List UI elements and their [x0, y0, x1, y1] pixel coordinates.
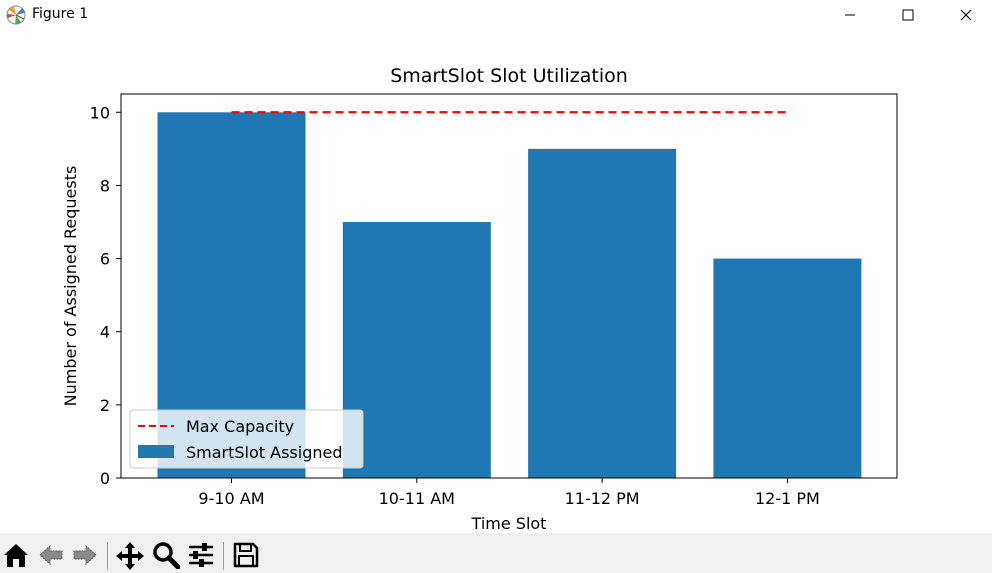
configure-subplots-icon — [189, 543, 213, 567]
x-tick-label: 9-10 AM — [198, 489, 264, 508]
bar-12-1-pm — [713, 258, 862, 478]
maximize-icon — [902, 9, 914, 21]
configure-subplots-button[interactable] — [186, 541, 216, 571]
maximize-button[interactable] — [879, 0, 937, 30]
x-tick-label: 10-11 AM — [379, 489, 455, 508]
navigation-toolbar — [0, 533, 992, 573]
pan-move-icon — [116, 542, 144, 570]
home-icon — [4, 544, 28, 567]
figure-canvas: 0 2 4 6 8 10 9-10 AM 10-11 AM 11-12 PM 12-1 PM S… — [0, 30, 992, 533]
y-tick-label: 6 — [100, 250, 110, 269]
toolbar-separator — [223, 542, 224, 570]
legend-box — [129, 409, 364, 469]
y-ticks: 0 2 4 6 8 10 — [90, 103, 121, 488]
legend-smartslot-swatch — [138, 445, 174, 458]
minimize-button[interactable] — [821, 0, 879, 30]
y-axis-label: Number of Assigned Requests — [61, 166, 80, 407]
forward-button[interactable] — [70, 541, 100, 571]
save-disk-icon — [233, 542, 259, 568]
zoom-magnifier-icon — [153, 542, 180, 569]
bar-11-12-pm — [528, 148, 677, 478]
x-ticks: 9-10 AM 10-11 AM 11-12 PM 12-1 PM — [198, 478, 820, 508]
x-tick-label: 12-1 PM — [755, 489, 820, 508]
back-button[interactable] — [36, 541, 66, 571]
toolbar-separator — [107, 542, 108, 570]
x-tick-label: 11-12 PM — [565, 489, 640, 508]
home-button[interactable] — [1, 541, 31, 571]
y-tick-label: 0 — [100, 469, 110, 488]
close-icon — [960, 9, 972, 21]
bar-chart: 0 2 4 6 8 10 9-10 AM 10-11 AM 11-12 PM 12-1 PM S… — [61, 65, 898, 533]
back-arrow-icon — [39, 544, 63, 566]
matplotlib-app-icon — [5, 4, 27, 26]
axes-frame — [120, 93, 898, 479]
legend-max-capacity-label: Max Capacity — [186, 417, 294, 436]
bar-10-11-am — [342, 222, 491, 478]
legend: Max Capacity SmartSlot Assigned — [129, 409, 364, 469]
pan-button[interactable] — [115, 541, 145, 571]
chart-title: SmartSlot Slot Utilization — [390, 65, 628, 87]
x-axis-label: Time Slot — [471, 514, 547, 533]
y-tick-label: 4 — [100, 323, 110, 342]
y-tick-label: 10 — [90, 103, 110, 122]
close-button[interactable] — [937, 0, 992, 30]
y-tick-label: 8 — [100, 176, 110, 195]
title-bar: Figure 1 — [0, 0, 992, 30]
forward-arrow-icon — [73, 544, 97, 566]
minimize-icon — [845, 14, 855, 16]
legend-smartslot-label: SmartSlot Assigned — [186, 443, 343, 462]
y-tick-label: 2 — [100, 396, 110, 415]
save-button[interactable] — [231, 541, 261, 571]
window-title: Figure 1 — [32, 6, 89, 22]
zoom-button[interactable] — [151, 541, 181, 571]
